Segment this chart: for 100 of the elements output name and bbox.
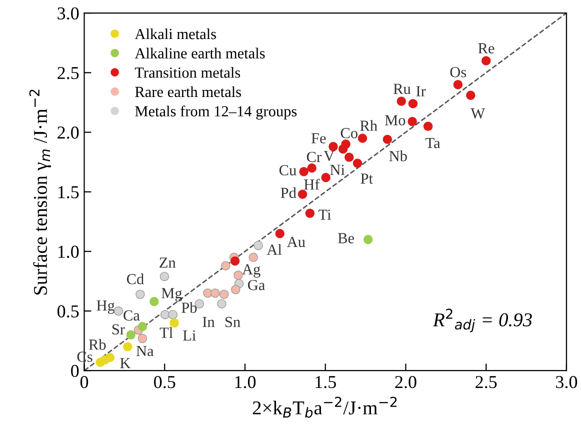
point [453,80,463,90]
x-tick-label: 1.5 [316,376,336,388]
point [126,330,136,340]
annotation: Pd [280,187,296,198]
annotation: Co [340,128,358,138]
point [217,299,226,308]
x-tick-label: 0 [80,376,88,388]
point [136,290,145,299]
annotation: Hg [96,300,115,314]
point [307,163,316,173]
annotation: Sr [112,324,125,335]
point [396,96,406,106]
point [231,284,240,294]
point [114,306,124,316]
legend-label: Rare earth metals [135,86,241,98]
annotation: V [324,150,334,162]
x-tick-label: 2.0 [395,376,416,388]
annotation: Ti [318,210,332,220]
point [123,342,132,352]
point [105,352,115,362]
y-tick-label: 1.0 [58,246,79,258]
annotation: Os [450,67,466,78]
annotation: Re [478,43,494,54]
annotation: Sn [225,316,240,328]
point [358,134,368,143]
y-tick-label: 0 [71,364,79,378]
point [408,116,417,126]
point [219,290,229,299]
annotation: Ca [124,310,140,321]
annotation: Cr [306,152,322,162]
annotation: Pb [182,302,197,313]
annotation: Rb [88,339,106,350]
x-tick-label: 1.0 [235,376,256,388]
point [344,152,354,162]
point [160,272,170,282]
annotation: Ir [416,86,426,96]
point [254,240,263,250]
annotation: Ni [330,164,345,175]
point [138,334,148,344]
annotation: Mo [384,115,406,126]
annotation: Cd [126,274,144,284]
annotation: Tl [160,327,173,338]
x-tick-label: 2.5 [476,376,497,388]
point [210,288,220,298]
annotation: Rh [360,120,378,131]
point [168,310,178,320]
point [382,134,392,144]
annotation: In [202,316,215,327]
point [150,296,159,306]
legend-label: Metals from 12–14 groups [135,106,297,120]
annotation: Nb [389,150,407,162]
annotation: K [120,358,131,368]
x-axis-title: 2×k$_{B}$T$_{b}$a$^{−2}$/J·m$^{−2}$ [252,396,397,418]
point [466,90,476,100]
x-tick-label: 0.5 [154,376,176,388]
point [299,166,308,176]
annotation: Na [136,346,154,356]
point [160,310,170,320]
point [481,56,491,66]
legend-label: Alkali metals [134,28,216,40]
point [352,158,362,168]
y-tick-label: 2.0 [58,126,79,139]
y-tick-label: 3.0 [58,7,79,20]
y-tick-label: 2.5 [58,66,79,80]
point [423,122,433,131]
point [298,190,308,199]
point [275,228,284,238]
point [221,261,230,270]
annotation: Pt [360,174,373,184]
annotation: Ga [248,280,265,290]
annotation: Au [286,236,306,248]
point [234,270,243,280]
annotation: Mg [162,288,182,302]
annotation: Fe [311,133,326,144]
annotation: Li [183,330,196,340]
annotation: Cu [279,165,296,176]
point [341,140,350,149]
y-tick-label: 1.5 [58,186,79,198]
annotation: Zn [160,258,176,268]
point [230,256,240,266]
point [321,172,330,182]
legend-label: Alkaline earth metals [134,48,265,58]
annotation: Al [266,244,282,255]
annotation: Ta [426,138,440,148]
x-tick-label: 3.0 [556,376,578,388]
point [170,318,179,328]
y-axis-title: Surface tension γ$_{m}$ /J·m$^{−2}$ [29,90,51,295]
annotation: Be [338,233,354,244]
point [248,252,258,262]
point [138,322,148,332]
point [363,234,373,244]
point [328,142,338,152]
point [408,99,418,108]
legend-label: Transition metals [134,67,240,78]
annotation: Hf [304,178,320,190]
point [305,208,315,218]
annotation: Ag [242,264,260,278]
annotation: R$^{2}$$_{adj}$ = 0.93 [432,308,532,332]
annotation: Ru [393,84,411,94]
annotation: W [470,108,486,119]
